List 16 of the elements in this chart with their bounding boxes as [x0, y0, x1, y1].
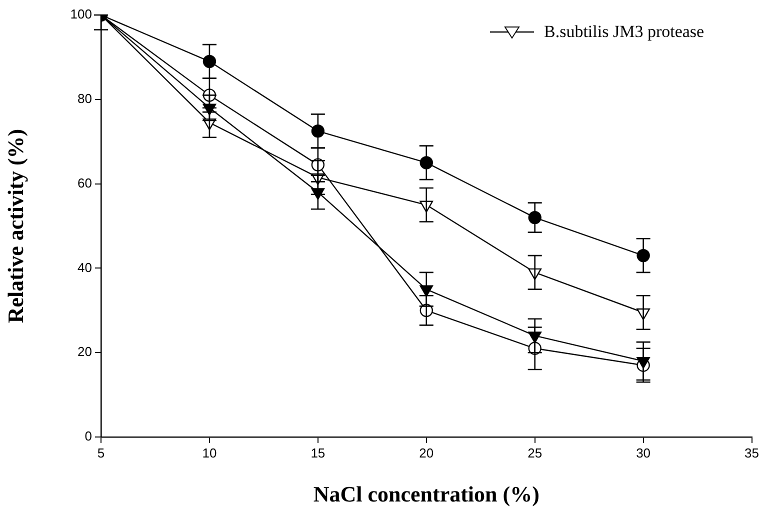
y-axis-title: Relative activity (%)	[2, 128, 28, 324]
y-tick-label: 80	[78, 90, 92, 106]
x-tick-label: 5	[97, 445, 105, 460]
x-tick-label: 15	[310, 445, 326, 460]
y-tick-label: 100	[70, 6, 92, 22]
x-tick-label: 20	[419, 445, 434, 460]
legend-label: B.subtilis JM3 protease	[544, 22, 704, 42]
y-tick-label: 0	[84, 428, 92, 444]
x-tick-label: 10	[202, 445, 217, 460]
y-tick-label: 60	[78, 175, 92, 190]
x-tick-label: 30	[636, 445, 651, 460]
y-tick-label: 40	[78, 260, 92, 275]
x-tick-label: 25	[528, 445, 542, 460]
y-tick-label: 20	[78, 344, 92, 360]
x-axis-title: NaCl concentration (%)	[313, 481, 540, 506]
x-tick-label: 35	[744, 445, 760, 460]
